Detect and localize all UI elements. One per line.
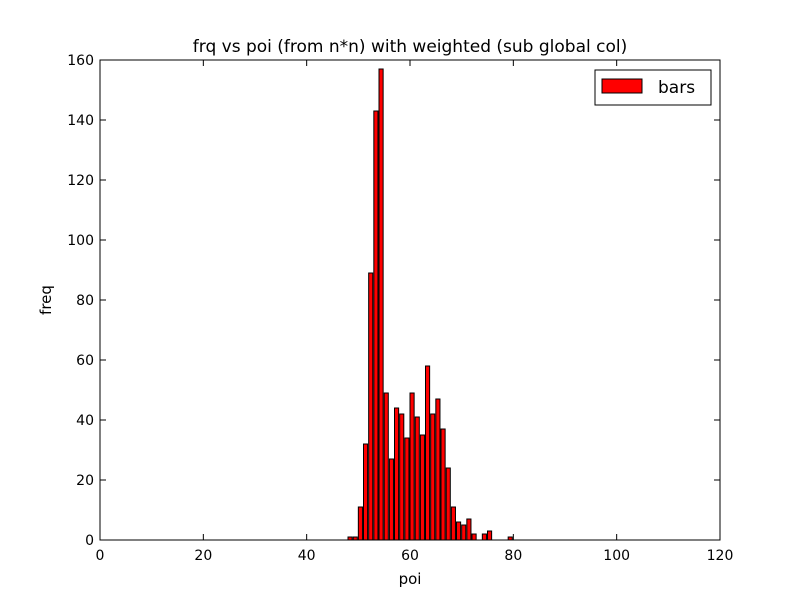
x-tick-label: 40	[298, 548, 316, 564]
bar	[461, 524, 467, 541]
x-tick-label: 60	[401, 548, 419, 564]
x-tick-label: 100	[603, 548, 630, 564]
ticks-layer: 0 20 40 60 80 100 120 0 20 40 60 80 100 120 140 160	[67, 53, 733, 564]
bar	[487, 530, 493, 541]
y-tick-label: 160	[67, 53, 94, 69]
bar	[363, 443, 369, 541]
x-axis-label: poi	[399, 570, 422, 588]
y-tick-label: 100	[67, 233, 94, 249]
bar	[430, 413, 436, 541]
bar	[414, 416, 420, 541]
x-tick-label: 0	[96, 548, 105, 564]
y-axis-label: freq	[37, 285, 55, 315]
legend: bars	[594, 69, 712, 106]
bar	[383, 392, 389, 541]
y-tick-label: 20	[76, 473, 94, 489]
y-tick-label: 40	[76, 413, 94, 429]
bar	[466, 518, 472, 541]
y-tick-label: 60	[76, 353, 94, 369]
bar	[394, 407, 400, 541]
bar	[445, 467, 451, 541]
y-tick-label: 120	[67, 173, 94, 189]
bar	[440, 428, 446, 541]
bar	[456, 521, 462, 541]
legend-swatch	[601, 78, 643, 94]
bar	[373, 110, 379, 541]
bar	[399, 413, 405, 541]
y-tick-label: 0	[85, 533, 94, 549]
y-tick-label: 80	[76, 293, 94, 309]
bar	[409, 392, 415, 541]
bar	[388, 458, 394, 541]
bar	[450, 506, 456, 541]
bar	[368, 272, 374, 541]
bars-layer	[347, 68, 513, 541]
bar	[357, 506, 363, 541]
legend-entry-bars: bars	[658, 78, 695, 98]
bar	[425, 365, 431, 541]
bar	[419, 434, 425, 541]
bar	[481, 533, 487, 541]
x-tick-label: 120	[707, 548, 734, 564]
bar	[471, 533, 477, 541]
chart-title: frq vs poi (from n*n) with weighted (sub…	[193, 37, 627, 57]
x-tick-label: 80	[504, 548, 522, 564]
bar	[378, 68, 384, 541]
bar	[435, 398, 441, 541]
bar	[404, 437, 410, 541]
y-tick-label: 140	[67, 113, 94, 129]
x-tick-label: 20	[194, 548, 212, 564]
